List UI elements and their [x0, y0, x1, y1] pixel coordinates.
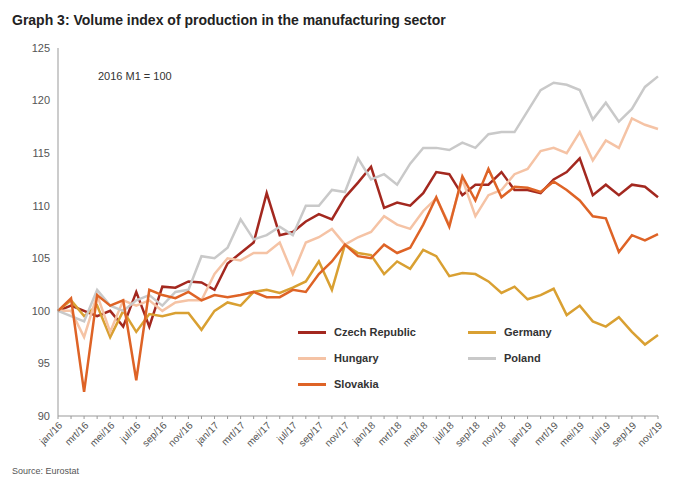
- svg-text:90: 90: [38, 410, 50, 422]
- svg-text:95: 95: [38, 357, 50, 369]
- svg-text:jul/19: jul/19: [587, 419, 613, 445]
- svg-text:sep/16: sep/16: [140, 419, 169, 448]
- svg-text:mrt/19: mrt/19: [532, 419, 560, 447]
- svg-text:jan/17: jan/17: [193, 419, 221, 447]
- html-text:2016 M1 = 100: 2016 M1 = 100: [98, 70, 172, 82]
- svg-text:jan/19: jan/19: [506, 419, 534, 447]
- svg-text:nov/18: nov/18: [479, 419, 508, 448]
- svg-text:sep/17: sep/17: [296, 419, 325, 448]
- html-text:Poland: Poland: [504, 352, 541, 364]
- svg-text:mei/17: mei/17: [244, 419, 273, 448]
- html-text:Graph 3: Volume index of produ: Graph 3: Volume index of production in t…: [12, 12, 446, 28]
- svg-text:nov/17: nov/17: [322, 419, 351, 448]
- svg-text:mei/18: mei/18: [401, 419, 430, 448]
- svg-text:sep/18: sep/18: [453, 419, 482, 448]
- html-text:Slovakia: Slovakia: [334, 378, 379, 390]
- svg-text:100: 100: [32, 305, 50, 317]
- svg-text:sep/19: sep/19: [609, 419, 638, 448]
- svg-text:105: 105: [32, 252, 50, 264]
- html-text:Czech Republic: Czech Republic: [334, 326, 416, 338]
- svg-text:mei/16: mei/16: [88, 419, 117, 448]
- html-text:Germany: Germany: [504, 326, 552, 338]
- svg-text:jan/16: jan/16: [37, 419, 65, 447]
- svg-text:jan/18: jan/18: [350, 419, 378, 447]
- html-text:Hungary: Hungary: [334, 352, 379, 364]
- svg-text:mrt/18: mrt/18: [376, 419, 404, 447]
- svg-text:115: 115: [32, 147, 50, 159]
- svg-text:mrt/16: mrt/16: [63, 419, 91, 447]
- svg-text:125: 125: [32, 42, 50, 54]
- svg-text:jul/18: jul/18: [431, 419, 456, 445]
- svg-text:110: 110: [32, 200, 50, 212]
- svg-text:jul/17: jul/17: [274, 419, 300, 445]
- svg-text:nov/19: nov/19: [635, 419, 664, 448]
- svg-text:mrt/17: mrt/17: [219, 419, 247, 447]
- svg-text:nov/16: nov/16: [166, 419, 195, 448]
- svg-text:jul/16: jul/16: [118, 419, 143, 445]
- svg-text:120: 120: [32, 94, 50, 106]
- svg-text:mei/19: mei/19: [557, 419, 586, 448]
- html-text:Source: Eurostat: Source: Eurostat: [12, 466, 79, 476]
